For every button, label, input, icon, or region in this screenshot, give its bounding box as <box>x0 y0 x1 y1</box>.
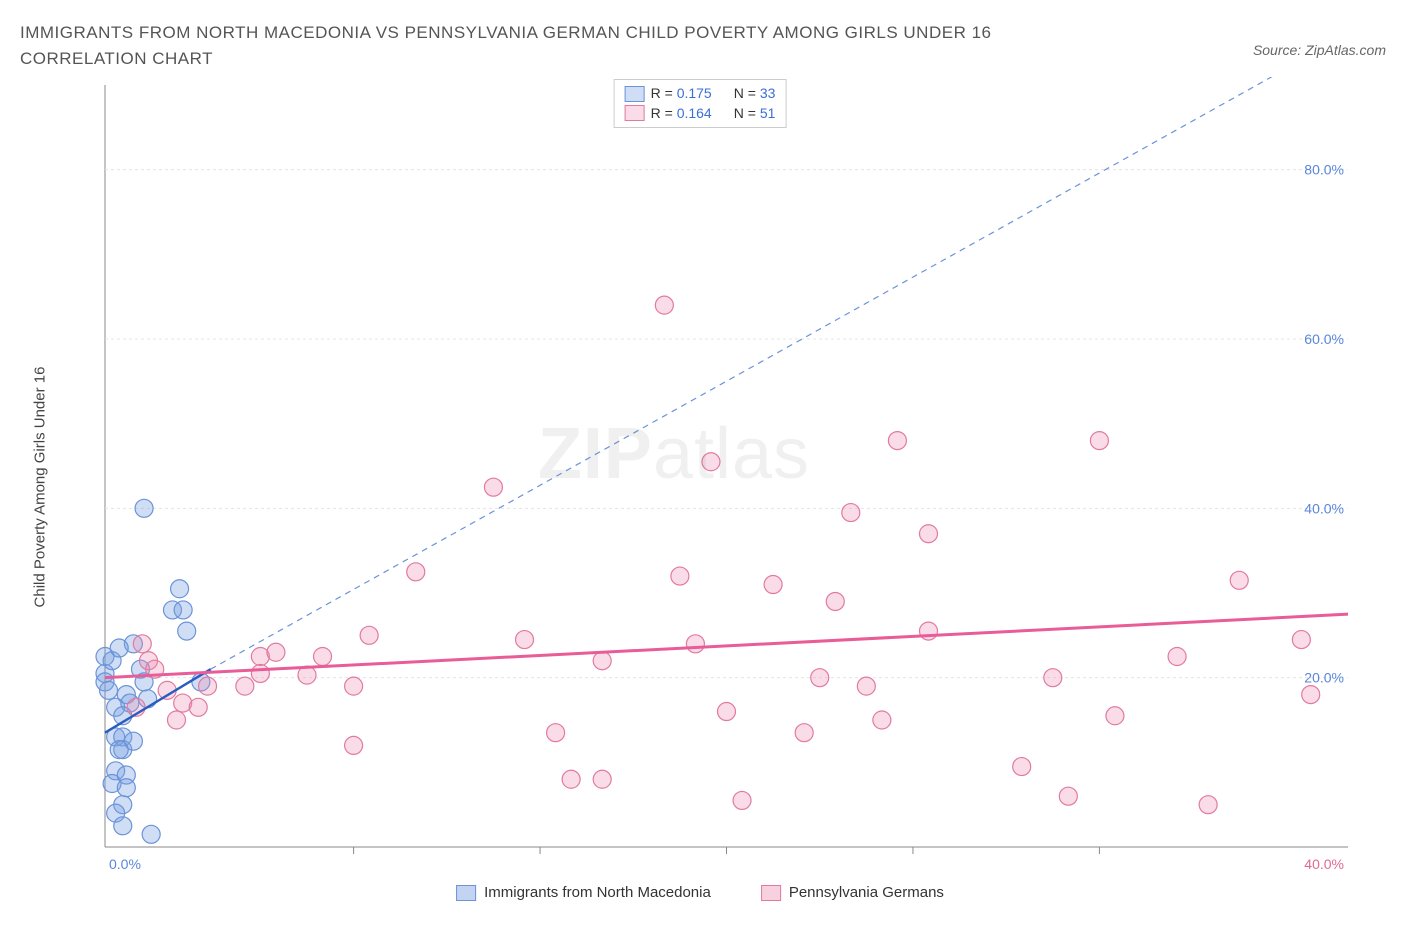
data-point <box>1302 686 1320 704</box>
data-point <box>189 698 207 716</box>
data-point <box>811 669 829 687</box>
data-point <box>135 499 153 517</box>
data-point <box>1199 796 1217 814</box>
swatch-icon <box>625 105 645 121</box>
data-point <box>671 567 689 585</box>
data-point <box>178 622 196 640</box>
data-point <box>110 639 128 657</box>
y-tick-label: 40.0% <box>1304 500 1344 516</box>
data-point <box>1013 758 1031 776</box>
swatch-icon <box>625 86 645 102</box>
source-label: Source: ZipAtlas.com <box>1253 42 1386 58</box>
data-point <box>407 563 425 581</box>
legend-item: Immigrants from North Macedonia <box>456 884 711 901</box>
data-point <box>842 504 860 522</box>
data-point <box>267 643 285 661</box>
data-point <box>133 635 151 653</box>
data-point <box>888 432 906 450</box>
data-point <box>174 601 192 619</box>
data-point <box>1292 631 1310 649</box>
r-stat: R = 0.175 <box>651 84 712 104</box>
n-stat: N = 33 <box>734 84 776 104</box>
data-point <box>733 791 751 809</box>
data-point <box>199 677 217 695</box>
data-point <box>167 711 185 729</box>
swatch-icon <box>761 885 781 901</box>
legend-label: Pennsylvania Germans <box>789 884 944 901</box>
data-point <box>593 770 611 788</box>
data-point <box>826 592 844 610</box>
y-axis-label: Child Poverty Among Girls Under 16 <box>32 367 49 608</box>
data-point <box>124 732 142 750</box>
data-point <box>857 677 875 695</box>
legend-label: Immigrants from North Macedonia <box>484 884 711 901</box>
data-point <box>1059 787 1077 805</box>
data-point <box>1090 432 1108 450</box>
chart-title: IMMIGRANTS FROM NORTH MACEDONIA VS PENNS… <box>20 20 1120 71</box>
stats-legend: R = 0.175 N = 33 R = 0.164 N = 51 <box>614 79 787 128</box>
data-point <box>1168 648 1186 666</box>
data-point <box>345 736 363 754</box>
y-tick-label: 60.0% <box>1304 331 1344 347</box>
scatter-chart: 20.0% 40.0% 60.0% 80.0% 0.0% 40.0% <box>50 77 1350 877</box>
data-point <box>236 677 254 695</box>
y-tick-label: 80.0% <box>1304 162 1344 178</box>
data-point <box>718 703 736 721</box>
data-point <box>764 576 782 594</box>
data-point <box>114 817 132 835</box>
data-point <box>562 770 580 788</box>
data-point <box>516 631 534 649</box>
data-point <box>1044 669 1062 687</box>
data-point <box>795 724 813 742</box>
data-point <box>117 779 135 797</box>
data-point <box>593 652 611 670</box>
data-point <box>360 626 378 644</box>
data-point <box>547 724 565 742</box>
data-point <box>655 296 673 314</box>
data-point <box>1230 571 1248 589</box>
data-point <box>919 525 937 543</box>
data-point <box>314 648 332 666</box>
data-point <box>142 825 160 843</box>
n-stat: N = 51 <box>734 104 776 124</box>
data-point <box>345 677 363 695</box>
stats-row: R = 0.175 N = 33 <box>625 84 776 104</box>
chart-container: Child Poverty Among Girls Under 16 20.0%… <box>50 77 1350 897</box>
data-point <box>484 478 502 496</box>
legend-item: Pennsylvania Germans <box>761 884 944 901</box>
data-point <box>873 711 891 729</box>
stats-row: R = 0.164 N = 51 <box>625 104 776 124</box>
x-tick-pink: 40.0% <box>1304 856 1344 872</box>
data-point <box>171 580 189 598</box>
x-tick-blue: 0.0% <box>109 856 141 872</box>
data-point <box>1106 707 1124 725</box>
data-point <box>100 681 118 699</box>
swatch-icon <box>456 885 476 901</box>
y-tick-label: 20.0% <box>1304 670 1344 686</box>
data-point <box>702 453 720 471</box>
data-point <box>251 664 269 682</box>
series-legend: Immigrants from North Macedonia Pennsylva… <box>456 884 944 901</box>
data-point <box>686 635 704 653</box>
r-stat: R = 0.164 <box>651 104 712 124</box>
